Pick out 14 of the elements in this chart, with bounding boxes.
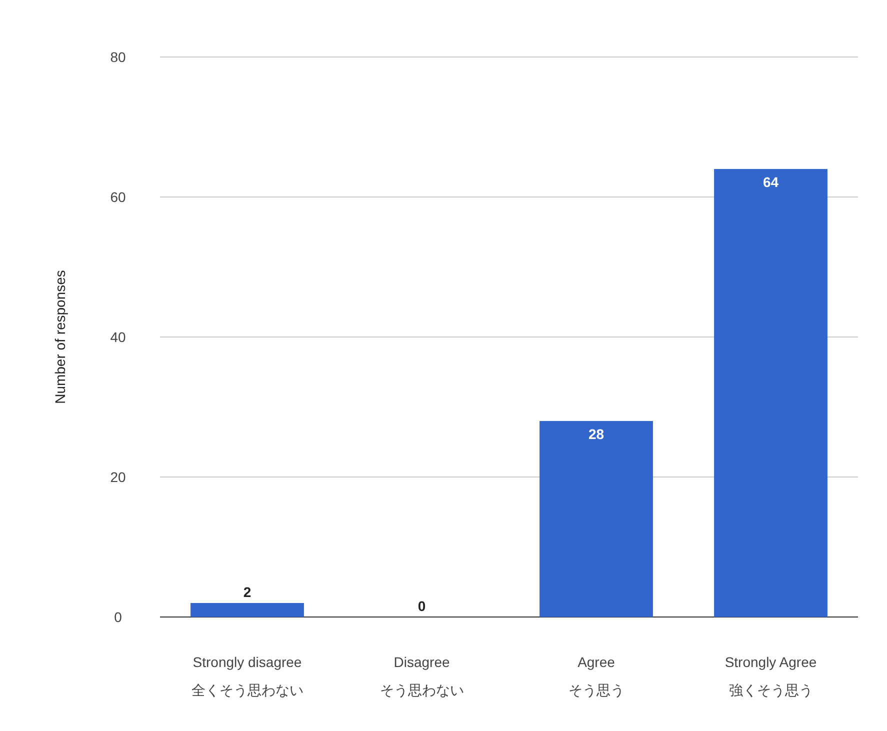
data-label: 2 (243, 584, 252, 600)
x-tick-label: Disagree そう思わない (380, 654, 464, 698)
x-tick-label: Strongly disagree 全くそう思わない (191, 654, 304, 698)
data-label: 28 (588, 426, 604, 442)
data-label: 0 (418, 598, 426, 614)
y-tick-label: 40 (110, 329, 126, 345)
x-tick-label: Agree そう思う (568, 654, 624, 698)
y-tick-label: 80 (110, 49, 126, 65)
y-tick-label: 0 (114, 609, 122, 625)
y-axis-title: Number of responses (52, 270, 68, 404)
y-tick-label: 20 (110, 469, 126, 485)
x-tick-label: Strongly Agree 強くそう思う (724, 654, 817, 698)
data-label: 64 (762, 174, 779, 190)
y-tick-label: 60 (110, 189, 126, 205)
